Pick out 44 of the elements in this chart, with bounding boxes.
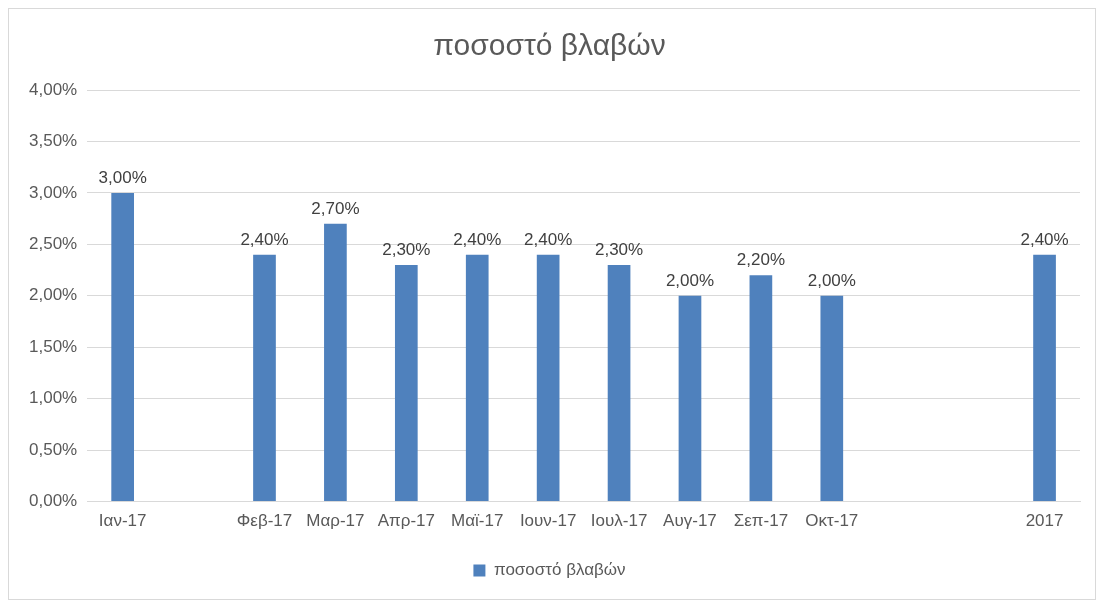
bar	[111, 192, 135, 502]
y-tick-label: 3,00%	[29, 182, 78, 202]
data-label: 2,40%	[524, 229, 573, 249]
y-tick-label: 2,50%	[29, 234, 78, 254]
data-label: 2,30%	[382, 240, 431, 260]
y-tick-label: 1,50%	[29, 336, 78, 356]
x-tick-label: Απρ-17	[377, 511, 435, 531]
data-label: 2,40%	[240, 229, 289, 249]
bar	[465, 254, 489, 502]
data-label: 2,40%	[453, 229, 502, 249]
bar	[536, 254, 560, 502]
y-tick-label: 0,00%	[29, 491, 78, 511]
chart-title: ποσοστό βλαβών	[433, 28, 666, 62]
x-tick-label: 2017	[1025, 511, 1064, 531]
bar	[1033, 254, 1056, 502]
bar	[678, 295, 702, 502]
bar	[820, 295, 844, 502]
y-tick-label: 1,00%	[29, 388, 78, 408]
x-tick-label: Φεβ-17	[236, 511, 293, 531]
x-tick-label: Ιουν-17	[519, 511, 577, 531]
x-tick-label: Ιαν-17	[98, 511, 147, 531]
bar	[324, 223, 347, 502]
x-tick-label: Αυγ-17	[663, 511, 717, 531]
bar	[607, 264, 631, 502]
x-tick-label: Οκτ-17	[805, 511, 859, 531]
x-tick-label: Μαρ-17	[306, 511, 365, 531]
data-label: 2,40%	[1020, 229, 1069, 249]
bar	[253, 254, 276, 502]
y-tick-label: 0,50%	[29, 439, 78, 459]
bar	[749, 275, 773, 502]
data-label: 3,00%	[98, 168, 147, 188]
x-tick-label: Σεπ-17	[733, 511, 789, 531]
data-label: 2,00%	[665, 270, 715, 290]
data-label: 2,00%	[807, 270, 856, 290]
data-label: 2,70%	[311, 198, 360, 218]
data-label: 2,20%	[736, 250, 785, 270]
y-tick-label: 2,00%	[29, 285, 78, 305]
legend-label: ποσοστό βλαβών	[493, 560, 626, 580]
x-tick-label: Ιουλ-17	[590, 511, 648, 531]
y-tick-label: 3,50%	[29, 131, 78, 151]
data-label: 2,30%	[594, 240, 644, 260]
x-tick-label: Μαϊ-17	[451, 511, 504, 531]
y-tick-label: 4,00%	[29, 79, 78, 99]
bar	[394, 264, 418, 502]
